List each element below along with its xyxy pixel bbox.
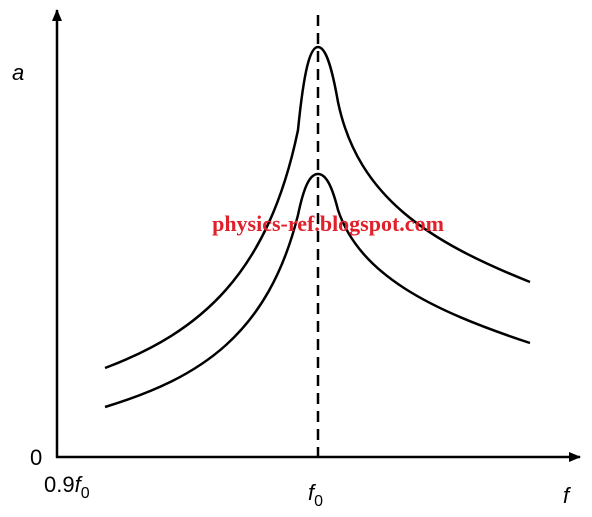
lower-curve — [104, 172, 531, 409]
resonance-label: f0 — [308, 480, 323, 510]
upper-curve — [104, 45, 531, 370]
watermark: physics-ref.blogspot.com — [212, 211, 444, 236]
y-axis-label: a — [12, 60, 24, 85]
x-axis-label: f — [563, 483, 572, 508]
x-start-label: 0.9f0 — [44, 472, 90, 502]
origin-label: 0 — [30, 445, 42, 470]
